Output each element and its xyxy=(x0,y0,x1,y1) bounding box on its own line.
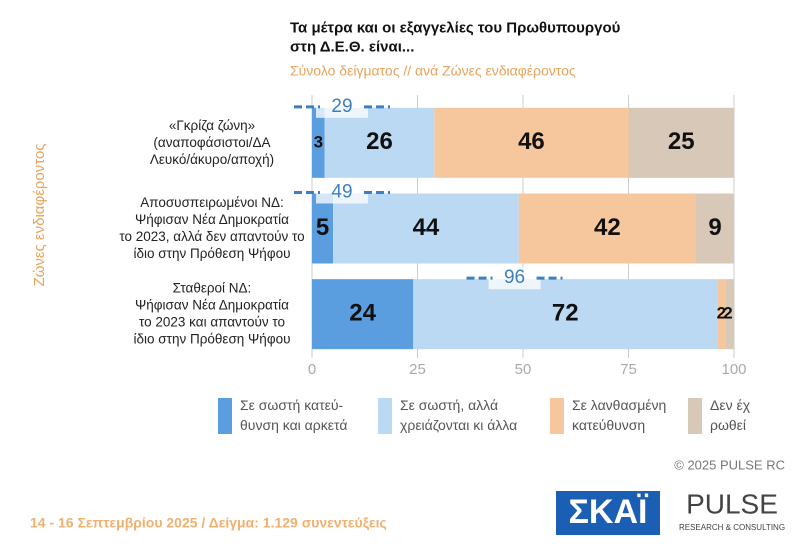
value-label: 25 xyxy=(668,128,695,155)
bar-segment xyxy=(312,193,334,264)
bar-segment xyxy=(518,193,697,264)
logo-left: ΣΚΑΪ xyxy=(569,493,650,531)
bar-segment xyxy=(312,279,414,350)
bar-segment xyxy=(725,279,734,350)
total-label: 49 xyxy=(331,182,352,203)
legend-swatch xyxy=(218,398,232,434)
total-bg xyxy=(488,267,541,290)
chart-title: Τα μέτρα και οι εξαγγελίες του Πρωθυπουρ… xyxy=(290,19,621,55)
value-label: 46 xyxy=(518,128,545,155)
value-label: 3 xyxy=(314,132,323,151)
total-bg xyxy=(316,181,368,204)
x-tick-label: 0 xyxy=(308,361,316,378)
value-label: 2 xyxy=(717,304,726,323)
footer: 14 - 16 Σεπτεμβρίου 2025 / Δείγμα: 1.129… xyxy=(30,515,387,531)
total-label: 29 xyxy=(331,96,352,117)
legend-label: Σε σωστή κατεύ-θυνση και αρκετά xyxy=(240,397,347,433)
legend-swatch xyxy=(378,398,392,434)
subtitle: Σύνολο δείγματος // ανά Ζώνες ενδιαφέρον… xyxy=(290,63,576,79)
x-tick-label: 50 xyxy=(515,361,532,378)
category-label: Αποσυσπειρωμένοι ΝΔ: Ψήφισαν Νέα Δημοκρατ… xyxy=(119,195,304,261)
value-label: 5 xyxy=(316,214,329,241)
logo-right-sub: RESEARCH & CONSULTING xyxy=(679,523,785,532)
bar-segment xyxy=(312,107,325,178)
x-tick-label: 75 xyxy=(620,361,637,378)
legend-label: Σε σωστή, αλλά χρειάζονται κι άλλα xyxy=(400,397,517,433)
value-label: 42 xyxy=(594,214,621,241)
legend-label: Δεν έχ ρωθεί xyxy=(710,397,751,433)
bar-segment xyxy=(434,107,629,178)
bar-segment xyxy=(696,193,734,264)
bar-segment xyxy=(413,279,718,350)
legend-swatch xyxy=(688,398,702,434)
value-label: 9 xyxy=(708,214,721,241)
value-label: 24 xyxy=(349,300,376,327)
x-tick-label: 100 xyxy=(721,361,746,378)
logo-box xyxy=(556,491,660,535)
copyright: © 2025 PULSE RC xyxy=(674,457,785,472)
bar-segment xyxy=(717,279,726,350)
legend-swatch xyxy=(550,398,564,434)
value-label: 72 xyxy=(552,300,579,327)
bar-segment xyxy=(333,193,519,264)
bar-segment xyxy=(324,107,435,178)
y-axis-label: Ζώνες ενδιαφέροντος xyxy=(31,143,48,286)
category-label: «Γκρίζα ζώνη» (αναποφάσιστοι/ΔΑ Λευκό/άκυρ… xyxy=(150,117,274,166)
category-label: Σταθεροί ΝΔ: Ψήφισαν Νέα Δημοκρατία το 202… xyxy=(134,280,291,346)
bar-segment xyxy=(628,107,734,178)
x-tick-label: 25 xyxy=(409,361,426,378)
legend-label: Σε λανθασμένη κατεύθυνση xyxy=(572,397,666,433)
total-label: 96 xyxy=(504,267,525,288)
total-bg xyxy=(316,95,368,118)
logo-right: PULSE xyxy=(686,488,778,519)
value-label: 26 xyxy=(366,128,393,155)
value-label: 2 xyxy=(723,304,732,323)
value-label: 44 xyxy=(413,214,440,241)
